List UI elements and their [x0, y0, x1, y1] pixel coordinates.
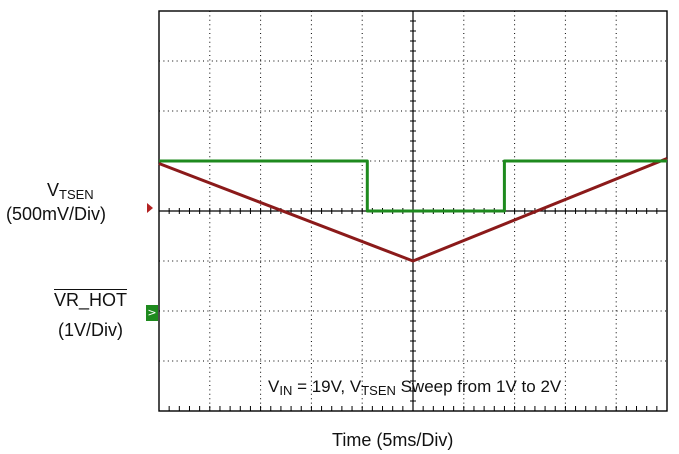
x-axis-label: Time (5ms/Div): [332, 430, 454, 450]
ch2-scale: (1V/Div): [58, 320, 124, 340]
ch1-label-main: V: [47, 180, 60, 200]
ch2-marker-icon: >: [146, 305, 158, 321]
ch1-label-sub: TSEN: [59, 187, 94, 202]
ch1-scale: (500mV/Div): [6, 204, 107, 224]
ch1-trace: [158, 157, 668, 263]
ch1-label: VTSEN: [47, 180, 94, 205]
ch2-label: VR_HOT: [54, 290, 128, 310]
traces: [158, 157, 668, 263]
sweep-annotation: VIN = 19V, VTSEN Sweep from 1V to 2V: [268, 377, 562, 398]
ch1-marker-icon: [147, 203, 153, 213]
ch2-trace: [159, 159, 667, 213]
